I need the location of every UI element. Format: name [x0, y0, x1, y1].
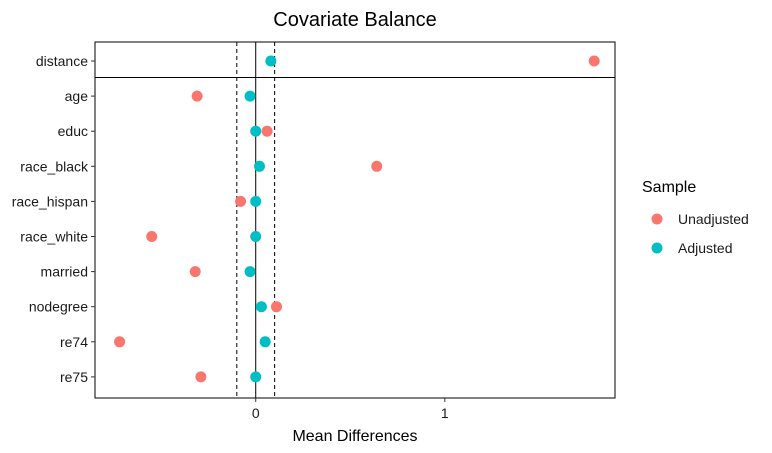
point-adjusted-distance — [265, 55, 277, 67]
plot-panel — [94, 41, 616, 399]
data-points — [114, 55, 600, 383]
point-unadjusted-married — [189, 266, 201, 278]
y-tick-label: re75 — [60, 369, 88, 385]
point-adjusted-married — [244, 266, 256, 278]
point-unadjusted-re74 — [114, 336, 126, 348]
legend-key-adjusted — [651, 242, 663, 254]
legend: Sample Unadjusted Adjusted — [642, 179, 749, 256]
x-tick-label: 0 — [252, 405, 260, 421]
legend-label-unadjusted: Unadjusted — [678, 211, 749, 227]
point-adjusted-age — [244, 90, 256, 102]
y-tick-label: race_black — [20, 158, 89, 174]
point-adjusted-nodegree — [255, 301, 267, 313]
point-unadjusted-race_white — [146, 231, 158, 242]
y-tick-label: age — [65, 88, 89, 104]
y-tick-label: re74 — [60, 334, 88, 350]
point-adjusted-race_hispan — [250, 195, 262, 207]
y-tick-label: distance — [36, 53, 88, 69]
point-unadjusted-age — [191, 90, 203, 102]
point-unadjusted-re75 — [195, 371, 207, 383]
point-adjusted-educ — [250, 125, 262, 137]
y-tick-label: educ — [58, 123, 88, 139]
y-tick-label: race_white — [20, 229, 88, 245]
point-adjusted-re74 — [259, 336, 271, 348]
point-unadjusted-race_hispan — [235, 195, 247, 207]
y-tick-label: married — [41, 264, 88, 280]
legend-title: Sample — [642, 179, 696, 196]
reference-lines — [95, 42, 615, 398]
legend-key-unadjusted — [651, 213, 663, 225]
x-axis-title: Mean Differences — [292, 428, 417, 445]
point-unadjusted-distance — [588, 55, 600, 67]
point-unadjusted-educ — [261, 125, 273, 137]
legend-label-adjusted: Adjusted — [678, 240, 732, 256]
y-tick-label: race_hispan — [12, 193, 88, 209]
chart-title: Covariate Balance — [273, 9, 436, 31]
y-axis: distance age educ race_black race_hispanrace… — [12, 53, 95, 385]
point-adjusted-re75 — [250, 371, 262, 383]
point-unadjusted-nodegree — [271, 301, 283, 313]
point-adjusted-race_white — [250, 231, 262, 242]
y-tick-label: nodegree — [29, 299, 88, 315]
point-unadjusted-race_black — [371, 160, 383, 172]
point-adjusted-race_black — [254, 160, 266, 172]
x-tick-label: 1 — [441, 405, 449, 421]
